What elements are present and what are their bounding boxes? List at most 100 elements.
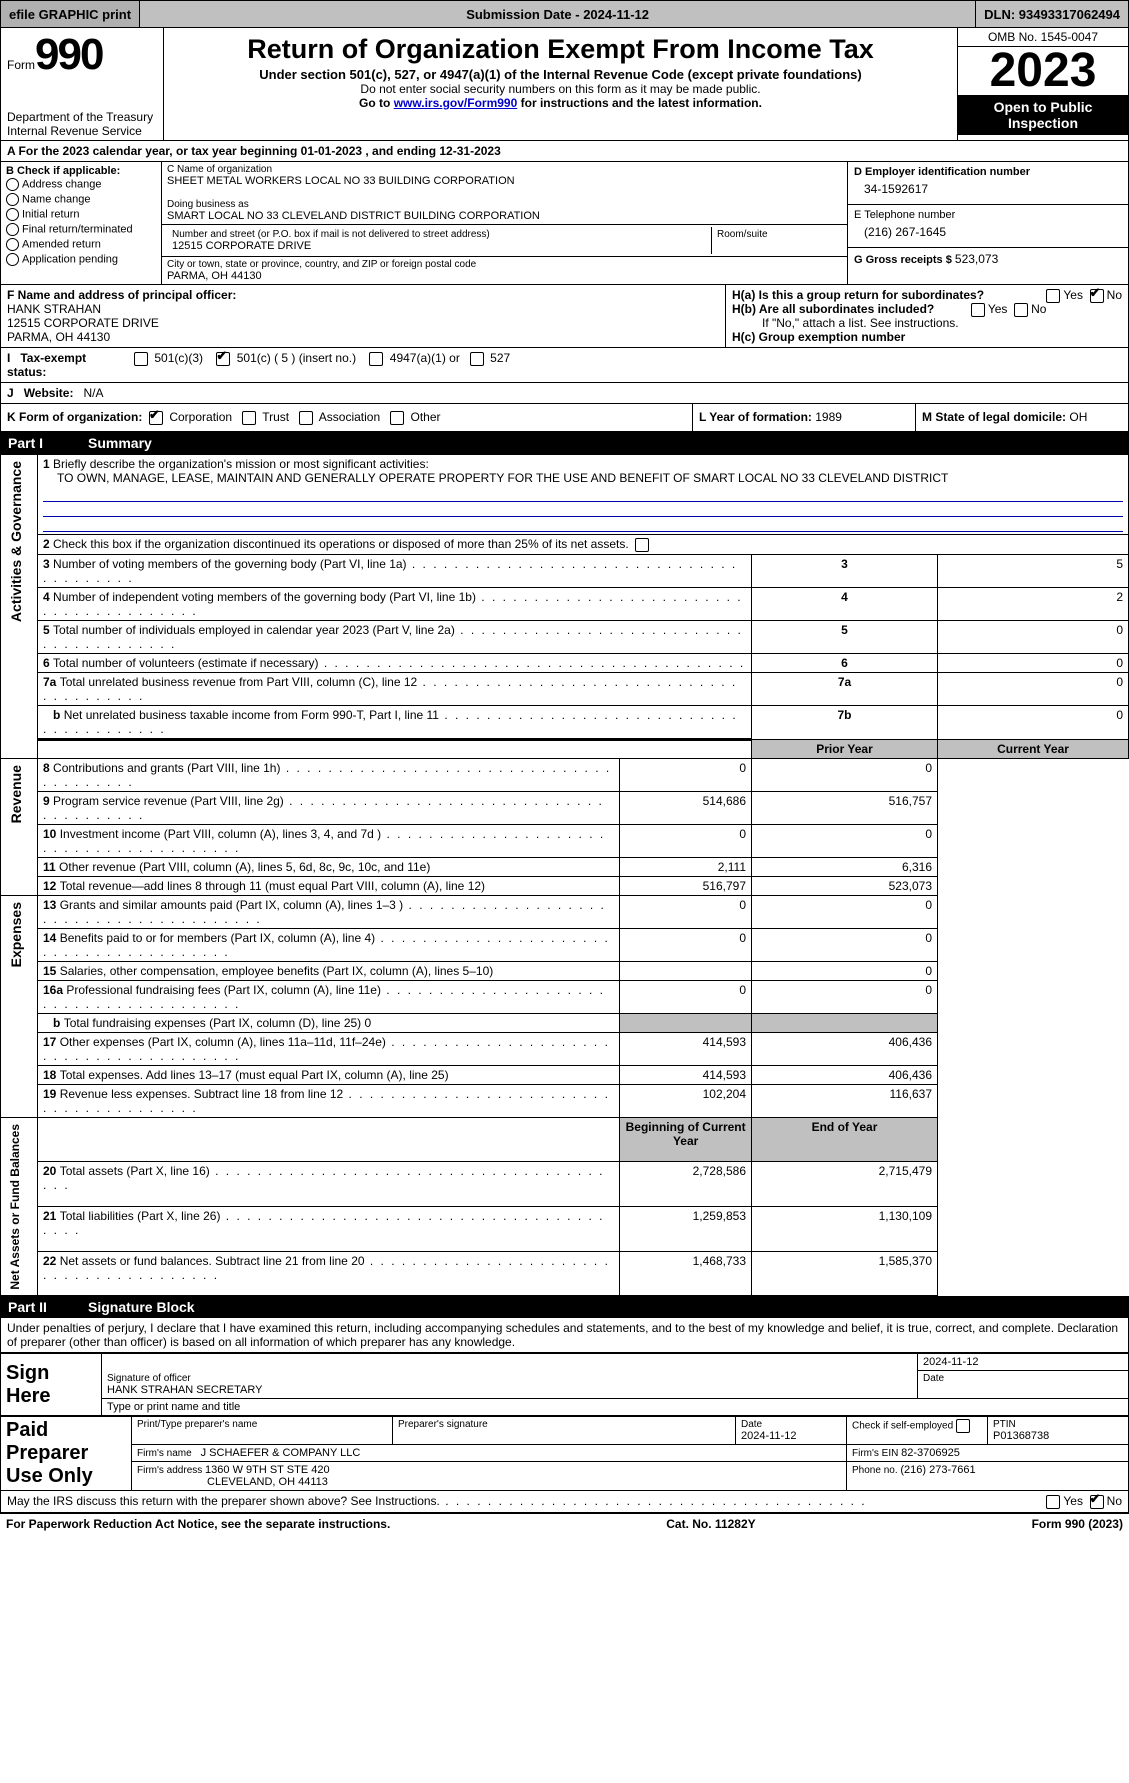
row-f-h: F Name and address of principal officer:… bbox=[0, 285, 1129, 348]
form-label: Form bbox=[7, 58, 35, 72]
col-c: C Name of organization SHEET METAL WORKE… bbox=[162, 162, 847, 284]
dba-name: SMART LOCAL NO 33 CLEVELAND DISTRICT BUI… bbox=[167, 210, 842, 222]
ag-row-7b: b Net unrelated business taxable income … bbox=[1, 705, 1129, 739]
cb-501c[interactable] bbox=[216, 352, 230, 366]
type-print-label: Type or print name and title bbox=[102, 1398, 1129, 1415]
cb-address-change[interactable] bbox=[6, 178, 19, 191]
hc-label: H(c) Group exemption number bbox=[732, 330, 1122, 344]
cb-other[interactable] bbox=[390, 411, 404, 425]
room-label: Room/suite bbox=[717, 229, 837, 240]
officer-street: 12515 CORPORATE DRIVE bbox=[7, 316, 719, 330]
part2-title: Signature Block bbox=[88, 1299, 195, 1315]
form-number: 990 bbox=[35, 30, 102, 79]
dba-label: Doing business as bbox=[167, 199, 842, 210]
page-footer: For Paperwork Reduction Act Notice, see … bbox=[0, 1513, 1129, 1534]
sign-here-label: Sign Here bbox=[1, 1354, 102, 1416]
discuss-yes[interactable] bbox=[1046, 1495, 1060, 1509]
website: N/A bbox=[84, 386, 104, 400]
ha-yes[interactable] bbox=[1046, 289, 1060, 303]
summary-table: Activities & Governance 1 Briefly descri… bbox=[0, 454, 1129, 1296]
firm-name: J SCHAEFER & COMPANY LLC bbox=[201, 1447, 361, 1459]
l2: Check this box if the organization disco… bbox=[53, 537, 629, 551]
firm-addr-label: Firm's address bbox=[137, 1465, 205, 1476]
ha-no[interactable] bbox=[1090, 289, 1104, 303]
cb-final-return[interactable] bbox=[6, 223, 19, 236]
sign-date: 2024-11-12 bbox=[923, 1356, 1123, 1368]
tax-year: 2023 bbox=[958, 47, 1128, 95]
topbar: efile GRAPHIC print Submission Date - 20… bbox=[0, 0, 1129, 28]
part1-title: Summary bbox=[88, 435, 152, 451]
street: 12515 CORPORATE DRIVE bbox=[172, 240, 706, 252]
d-label: D Employer identification number bbox=[854, 166, 1122, 178]
gross-receipts: 523,073 bbox=[955, 252, 998, 266]
ptin-label: PTIN bbox=[993, 1419, 1123, 1430]
sign-here-block: Sign Here 2024-11-12 Signature of office… bbox=[0, 1353, 1129, 1416]
submission-date: Submission Date - 2024-11-12 bbox=[140, 7, 975, 22]
phone-label: Phone no. bbox=[852, 1465, 900, 1476]
discuss-text: May the IRS discuss this return with the… bbox=[7, 1494, 867, 1508]
cb-name-change[interactable] bbox=[6, 193, 19, 206]
firm-ein: 82-3706925 bbox=[901, 1447, 960, 1459]
cb-amended[interactable] bbox=[6, 238, 19, 251]
cb-trust[interactable] bbox=[242, 411, 256, 425]
goto-suffix: for instructions and the latest informat… bbox=[517, 96, 762, 110]
discuss-no[interactable] bbox=[1090, 1495, 1104, 1509]
cb-corp[interactable] bbox=[149, 411, 163, 425]
hb-yes[interactable] bbox=[971, 303, 985, 317]
cb-assoc[interactable] bbox=[299, 411, 313, 425]
hb-no[interactable] bbox=[1014, 303, 1028, 317]
cb-self-employed[interactable] bbox=[956, 1419, 970, 1433]
ag-row-7a: 7a Total unrelated business revenue from… bbox=[1, 672, 1129, 705]
officer-name: HANK STRAHAN bbox=[7, 302, 719, 316]
check-self: Check if self-employed bbox=[852, 1420, 953, 1431]
cb-initial-return[interactable] bbox=[6, 208, 19, 221]
b-label: B Check if applicable: bbox=[6, 165, 156, 177]
telephone: (216) 267-1645 bbox=[854, 221, 1122, 243]
efile-label: efile GRAPHIC print bbox=[1, 1, 140, 27]
ein: 34-1592617 bbox=[854, 178, 1122, 200]
ag-row-3: 3 Number of voting members of the govern… bbox=[1, 554, 1129, 587]
part2-num: Part II bbox=[8, 1299, 88, 1315]
k-label: K Form of organization: bbox=[7, 410, 142, 424]
hdr-current: Current Year bbox=[938, 739, 1129, 758]
g-label: G Gross receipts $ bbox=[854, 254, 955, 266]
firm-phone: (216) 273-7661 bbox=[900, 1464, 975, 1476]
subtitle-2: Do not enter social security numbers on … bbox=[170, 82, 951, 96]
cb-527[interactable] bbox=[470, 352, 484, 366]
cb-501c3[interactable] bbox=[134, 352, 148, 366]
section-b-to-g: B Check if applicable: Address change Na… bbox=[0, 162, 1129, 285]
irs: Internal Revenue Service bbox=[7, 124, 157, 138]
sig-officer-label: Signature of officer bbox=[107, 1373, 912, 1384]
pt-name-label: Print/Type preparer's name bbox=[137, 1419, 387, 1430]
hb-label: H(b) Are all subordinates included? bbox=[732, 302, 934, 316]
date-label: Date bbox=[923, 1373, 1123, 1384]
l1-label: Briefly describe the organization's miss… bbox=[53, 457, 429, 471]
cb-discontinued[interactable] bbox=[635, 538, 649, 552]
form-header: Form990 Department of the Treasury Inter… bbox=[0, 28, 1129, 141]
l-label: L Year of formation: bbox=[699, 410, 815, 424]
vlabel-rev: Revenue bbox=[6, 761, 26, 827]
paid-preparer-block: Paid Preparer Use Only Print/Type prepar… bbox=[0, 1416, 1129, 1491]
paperwork-notice: For Paperwork Reduction Act Notice, see … bbox=[6, 1517, 390, 1531]
ag-row-6: 6 Total number of volunteers (estimate i… bbox=[1, 653, 1129, 672]
pt-date: 2024-11-12 bbox=[741, 1430, 841, 1442]
firm-name-label: Firm's name bbox=[137, 1448, 194, 1459]
col-b: B Check if applicable: Address change Na… bbox=[1, 162, 162, 284]
form-footer: Form 990 (2023) bbox=[1032, 1517, 1123, 1531]
vlabel-exp: Expenses bbox=[6, 898, 26, 971]
ptin: P01368738 bbox=[993, 1430, 1123, 1442]
year-formation: 1989 bbox=[815, 410, 842, 424]
cb-4947[interactable] bbox=[369, 352, 383, 366]
form-title: Return of Organization Exempt From Incom… bbox=[170, 34, 951, 65]
cb-pending[interactable] bbox=[6, 253, 19, 266]
goto-prefix: Go to bbox=[359, 96, 394, 110]
hdr-prior: Prior Year bbox=[752, 739, 938, 758]
dept-treasury: Department of the Treasury bbox=[7, 110, 157, 124]
line-a: A For the 2023 calendar year, or tax yea… bbox=[0, 141, 1129, 162]
firm-addr1: 1360 W 9TH ST STE 420 bbox=[205, 1464, 330, 1476]
f-label: F Name and address of principal officer: bbox=[7, 288, 719, 302]
irs-link[interactable]: www.irs.gov/Form990 bbox=[394, 96, 518, 110]
domicile: OH bbox=[1069, 410, 1087, 424]
pt-date-label: Date bbox=[741, 1419, 841, 1430]
pt-sig-label: Preparer's signature bbox=[398, 1419, 730, 1430]
